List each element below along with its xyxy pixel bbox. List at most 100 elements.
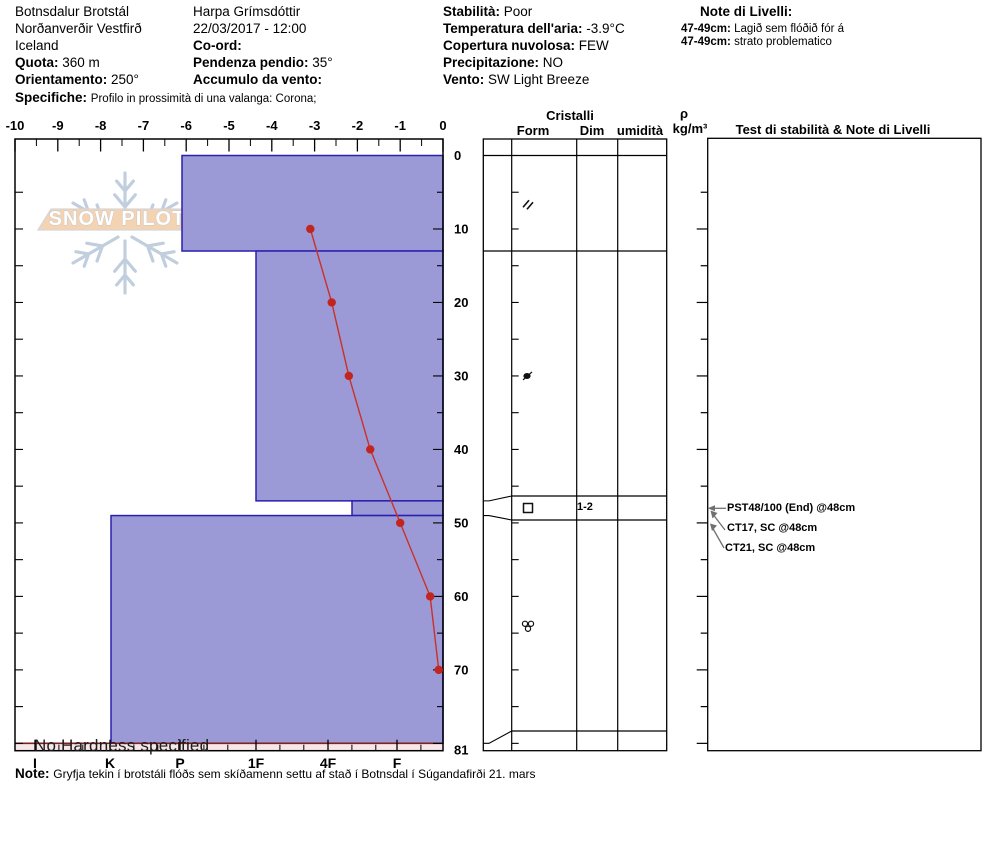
specifics-value: Profilo in prossimità di una valanga: Co… [90,93,317,105]
svg-text:-7: -7 [138,118,150,133]
observer-name: Harpa Grímsdóttir [193,4,301,19]
location-name: Botnsdalur Brotstál [15,4,130,19]
location-country: Iceland [15,38,59,53]
footer-note-label: Note: [15,766,50,781]
temperature-point [306,224,315,234]
dim-column-header: Dim [579,123,605,138]
stability-line: Stabilità: Poor [443,4,532,20]
temperature-point [366,445,375,454]
svg-text:0: 0 [439,118,446,133]
svg-text:F: F [393,755,402,771]
aspect-value: 250° [111,72,139,87]
wind-value: SW Light Breeze [488,72,590,87]
density-unit-header: kg/m³ [672,121,708,136]
svg-text:10: 10 [454,221,468,236]
temperature-point [434,665,443,675]
precip-label: Precipitazione: [443,55,540,70]
specifics-line: Specifiche: Profilo in prossimità di una… [15,90,316,107]
crystal-table-border [482,138,668,752]
airtemp-value: -3.9°C [586,21,625,36]
level-note-1: 47-49cm: Lagið sem flóðið fór á [681,23,844,36]
hardness-bar-47-49 [351,500,444,517]
airtemp-label: Temperatura dell'aria: [443,21,583,36]
airtemp-line: Temperatura dell'aria: -3.9°C [443,21,625,37]
precip-line: Precipitazione: NO [443,55,563,71]
svg-text:30: 30 [454,368,468,383]
test-result-ct17: CT17, SC @48cm [727,522,818,534]
wind-line: Vento: SW Light Breeze [443,72,589,88]
snowpilot-logo: SNOW PILOT [36,171,199,295]
elevation-line: Quota: 360 m [15,55,100,71]
temperature-point [396,518,405,528]
specifics-label: Specifiche: [15,90,88,105]
svg-text:P: P [175,755,184,771]
svg-text:1F: 1F [248,755,265,771]
slope-value: 35° [312,55,333,70]
temperature-point [425,592,435,601]
skycover-line: Copertura nuvolosa: FEW [443,38,609,54]
svg-text:81: 81 [454,743,468,758]
location-region: Norðanverðir Vestfirð [15,21,142,36]
no-hardness-label: No Hardness specified [34,736,210,755]
svg-text:-8: -8 [95,118,107,133]
elevation-value: 360 m [62,55,100,70]
svg-text:4F: 4F [320,755,337,771]
form-column-header: Form [516,123,550,138]
svg-text:K: K [105,755,115,771]
humidity-column-header: umidità [616,123,664,138]
grain-size-value: 1-2 [577,501,593,513]
precip-value: NO [542,55,564,70]
svg-text:-2: -2 [352,118,364,133]
logo-text: SNOW PILOT [49,208,186,230]
svg-text:60: 60 [454,589,468,604]
temperature-point [344,371,354,381]
svg-text:-6: -6 [180,118,192,133]
svg-text:-1: -1 [394,118,406,133]
density-symbol-header: ρ [679,106,689,121]
aspect-label: Orientamento: [15,72,108,87]
snowflake-icon [130,235,179,268]
level-note-1-text: Lagið sem flóðið fór á [734,23,845,35]
snowflake-icon [113,239,137,295]
svg-text:-5: -5 [223,118,235,133]
svg-text:-4: -4 [266,118,278,133]
footer-note: Note: Gryfja tekin í brotstáli flóðs sem… [15,766,536,782]
grain-symbol-FC [522,502,534,514]
test-annotation-arrows [707,505,726,549]
slope-label: Pendenza pendio: [193,55,309,70]
grain-symbol-RG [522,371,533,381]
obs-datetime: 22/03/2017 - 12:00 [193,21,307,36]
footer-note-text: Gryfja tekin í brotstáli flóðs sem skíða… [53,767,536,781]
svg-text:I: I [33,755,37,771]
svg-text:20: 20 [454,295,468,310]
temperature-point [327,298,336,307]
windloading-label: Accumulo da vento: [193,72,323,87]
svg-text:-10: -10 [6,118,25,133]
hardness-bar-49-80 [110,514,444,745]
elevation-label: Quota: [15,55,59,70]
no-hardness-layer [15,743,443,751]
stability-tests-header: Test di stabilità & Note di Livelli [735,122,931,137]
aspect-line: Orientamento: 250° [15,72,139,88]
level-note-2-range: 47-49cm: [681,36,731,48]
level-note-2: 47-49cm: strato problematico [681,36,832,49]
test-result-pst: PST48/100 (End) @48cm [727,502,856,514]
snowflake-icon [113,171,137,227]
svg-text:40: 40 [454,442,468,457]
skycover-label: Copertura nuvolosa: [443,38,576,53]
stability-label: Stabilità: [443,4,501,19]
svg-text:70: 70 [454,662,468,677]
level-notes-title: Note di Livelli: [700,4,793,19]
svg-text:0: 0 [454,148,461,163]
grain-symbol-DF [522,199,534,210]
stability-value: Poor [503,4,533,19]
svg-text:-3: -3 [309,118,321,133]
wind-label: Vento: [443,72,485,87]
slope-line: Pendenza pendio: 35° [193,55,333,71]
svg-text:50: 50 [454,515,468,530]
level-note-1-range: 47-49cm: [681,23,731,35]
test-panel-border [707,137,982,752]
